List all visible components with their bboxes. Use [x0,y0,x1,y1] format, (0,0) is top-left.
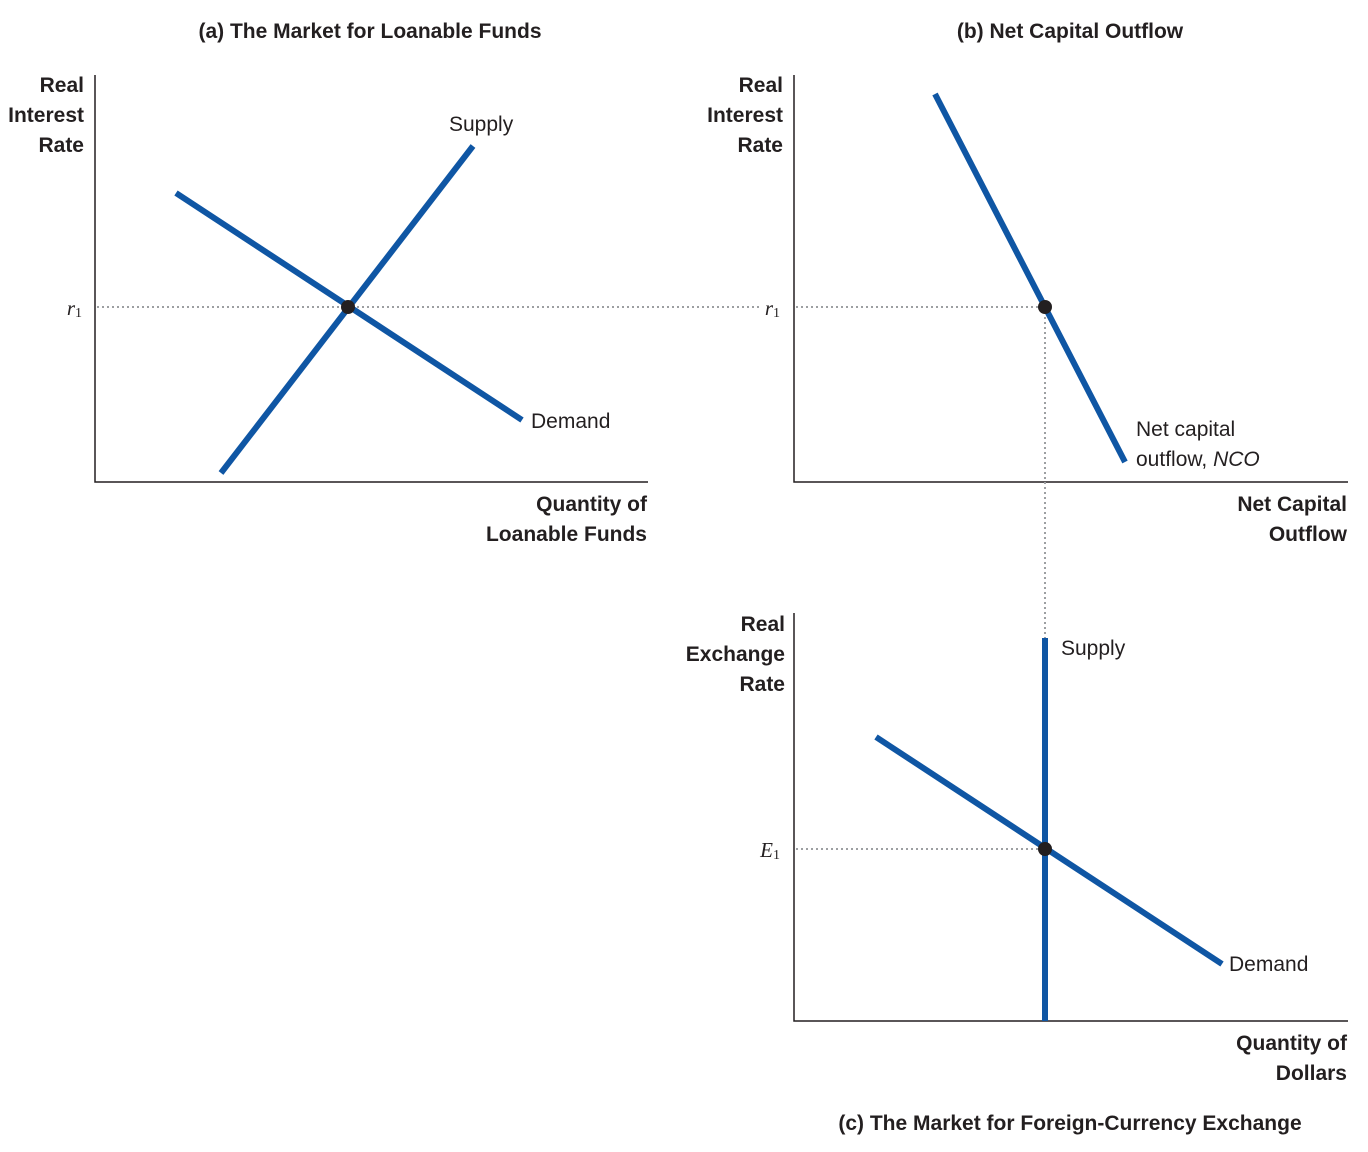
panel-c-demand-label: Demand [1229,953,1308,976]
panel-a-demand-label: Demand [531,410,610,433]
panel-b-x-label-line1: Net Capital [1237,493,1347,516]
panel-a-axes [94,75,648,483]
panel-c-equilibrium-point [1038,842,1052,856]
panel-b-y-label-line3: Rate [737,134,783,157]
panel-b-y-label-line2: Interest [707,104,783,127]
panel-c-y-label-line1: Real [741,613,785,636]
panel-c-title: (c) The Market for Foreign-Currency Exch… [838,1112,1301,1135]
panel-b-title: (b) Net Capital Outflow [957,20,1184,43]
panel-c-y-label-line3: Rate [739,673,785,696]
panel-a-x-label-line1: Quantity of [536,493,648,516]
panel-c-x-label-line2: Dollars [1276,1062,1347,1085]
panel-a-x-label-line2: Loanable Funds [486,523,647,546]
panel-a-title: (a) The Market for Loanable Funds [198,20,541,43]
panel-b-equilibrium-point [1038,300,1052,314]
panel-b-nco-label-line2: outflow, NCO [1136,448,1260,471]
panel-a: (a) The Market for Loanable Funds Real I… [8,20,760,546]
panel-c-y-label-line2: Exchange [686,643,785,666]
panel-b: (b) Net Capital Outflow Real Interest Ra… [707,20,1348,640]
panel-a-equilibrium-point [341,300,355,314]
panel-b-axes [793,75,1348,483]
panel-b-r1-tick: r1 [765,296,780,321]
panel-b-y-label-line1: Real [739,74,783,97]
panel-c: Real Exchange Rate Quantity of Dollars E… [686,613,1348,1135]
panel-a-y-label-line1: Real [40,74,84,97]
panel-a-y-label-line2: Interest [8,104,84,127]
panel-a-r1-tick: r1 [67,296,82,321]
panel-c-x-label-line1: Quantity of [1236,1032,1348,1055]
panel-b-x-label-line2: Outflow [1269,523,1348,546]
panel-b-nco-label-line1: Net capital [1136,418,1235,441]
panel-c-supply-label: Supply [1061,637,1126,660]
panel-b-nco-curve [932,92,1128,464]
panel-a-y-label-line3: Rate [38,134,84,157]
panel-c-axes [793,613,1348,1022]
panel-c-e1-tick: E1 [759,838,780,863]
panel-a-supply-label: Supply [449,113,514,136]
